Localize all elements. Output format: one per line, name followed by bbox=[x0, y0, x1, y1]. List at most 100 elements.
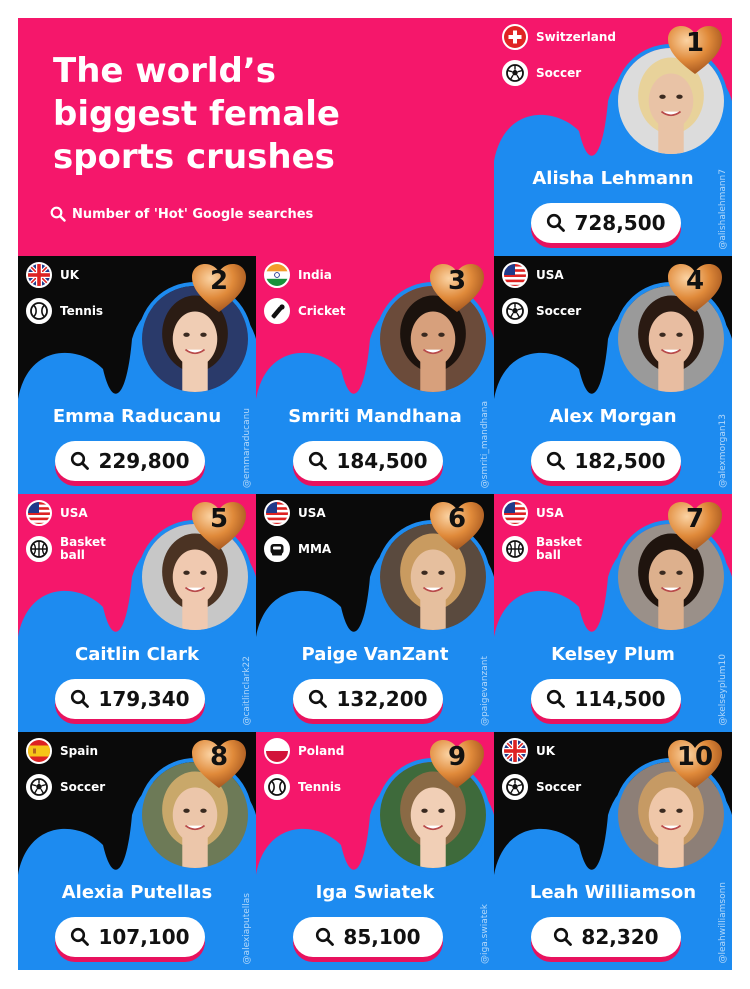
tennis-ball-icon bbox=[26, 298, 52, 324]
athlete-card: 1 Switzerland Soccer Alisha Lehmann 728,500 @… bbox=[494, 18, 732, 256]
athlete-name: Caitlin Clark bbox=[75, 644, 199, 665]
soccer-ball-icon bbox=[502, 774, 528, 800]
athlete-photo bbox=[614, 44, 728, 158]
athlete-card: 3 India Cricket Smriti Mandhana 184,500 @smri… bbox=[256, 256, 494, 494]
search-count: 114,500 bbox=[574, 687, 666, 711]
rank-number: 6 bbox=[447, 504, 467, 534]
search-count: 132,200 bbox=[336, 687, 428, 711]
instagram-handle: @emmaraducanu bbox=[242, 407, 252, 488]
search-count: 182,500 bbox=[574, 449, 666, 473]
athlete-card: 2 UK Tennis Emma Raducanu 229,800 @emmaraduca… bbox=[18, 256, 256, 494]
basketball-icon bbox=[502, 536, 528, 562]
country-label: USA bbox=[536, 505, 564, 520]
rank-heart-badge: 6 bbox=[428, 500, 486, 552]
subtitle-text: Number of 'Hot' Google searches bbox=[72, 206, 314, 222]
sport-tag: Tennis bbox=[264, 774, 341, 800]
athlete-name: Alex Morgan bbox=[549, 406, 677, 427]
country-tag: USA bbox=[502, 262, 564, 288]
rank-number: 7 bbox=[685, 504, 705, 534]
country-label: Spain bbox=[60, 743, 98, 758]
sport-label: Soccer bbox=[536, 779, 582, 794]
country-tag: UK bbox=[502, 738, 555, 764]
search-icon bbox=[71, 927, 90, 946]
poland-flag-icon bbox=[264, 738, 290, 764]
search-icon bbox=[547, 213, 566, 232]
search-icon bbox=[309, 689, 328, 708]
athlete-name: Iga Swiatek bbox=[315, 882, 435, 903]
rank-number: 2 bbox=[209, 266, 229, 296]
search-count-pill: 728,500 bbox=[531, 203, 681, 243]
search-count-pill: 82,320 bbox=[531, 917, 681, 957]
rank-number: 1 bbox=[685, 28, 705, 58]
instagram-handle: @smriti_mandhana bbox=[480, 400, 490, 488]
athlete-name: Smriti Mandhana bbox=[288, 406, 462, 427]
rank-heart-badge: 10 bbox=[666, 738, 724, 790]
search-count-pill: 182,500 bbox=[531, 441, 681, 481]
soccer-ball-icon bbox=[502, 60, 528, 86]
country-label: Poland bbox=[298, 743, 345, 758]
instagram-handle: @caitlinclark22 bbox=[242, 656, 252, 726]
tennis-ball-icon bbox=[264, 774, 290, 800]
search-count: 229,800 bbox=[98, 449, 190, 473]
search-count-pill: 179,340 bbox=[55, 679, 205, 719]
athlete-card: 10 UK Soccer Leah Williamson 82,320 @leahwill… bbox=[494, 732, 732, 970]
search-icon bbox=[316, 927, 335, 946]
search-icon bbox=[554, 927, 573, 946]
search-icon bbox=[547, 689, 566, 708]
rank-heart-badge: 4 bbox=[666, 262, 724, 314]
rank-number: 5 bbox=[209, 504, 229, 534]
title-line-2: biggest female bbox=[53, 94, 340, 134]
subtitle: Number of 'Hot' Google searches bbox=[50, 206, 313, 222]
search-icon bbox=[547, 451, 566, 470]
rank-number: 4 bbox=[685, 266, 705, 296]
sport-tag: Basket ball bbox=[26, 536, 106, 562]
country-tag: USA bbox=[502, 500, 564, 526]
soccer-ball-icon bbox=[26, 774, 52, 800]
usa-flag-icon bbox=[26, 500, 52, 526]
search-count: 82,320 bbox=[581, 925, 659, 949]
rank-number: 9 bbox=[447, 742, 467, 772]
sport-tag: Cricket bbox=[264, 298, 345, 324]
athlete-name: Emma Raducanu bbox=[52, 406, 222, 427]
sport-label: Tennis bbox=[298, 779, 342, 794]
instagram-handle: @alishalehmann7 bbox=[718, 169, 728, 250]
india-flag-icon bbox=[264, 262, 290, 288]
athlete-photo bbox=[376, 282, 490, 396]
usa-flag-icon bbox=[264, 500, 290, 526]
country-label: USA bbox=[60, 505, 88, 520]
rank-number: 10 bbox=[676, 742, 714, 772]
athlete-photo bbox=[376, 520, 490, 634]
infographic: The world’s biggest female sports crushe… bbox=[18, 18, 732, 970]
search-icon bbox=[50, 206, 66, 222]
mma-icon bbox=[264, 536, 290, 562]
country-label: USA bbox=[298, 505, 326, 520]
sport-tag: Soccer bbox=[502, 298, 581, 324]
sport-tag: Soccer bbox=[26, 774, 105, 800]
country-tag: Spain bbox=[26, 738, 98, 764]
athlete-name: Paige VanZant bbox=[301, 644, 449, 665]
search-count: 107,100 bbox=[98, 925, 190, 949]
sport-label: Tennis bbox=[60, 303, 104, 318]
title-line-3: sports crushes bbox=[53, 137, 335, 177]
usa-flag-icon bbox=[502, 262, 528, 288]
athlete-photo bbox=[614, 520, 728, 634]
instagram-handle: @leahwilliamsonn bbox=[718, 882, 728, 964]
rank-heart-badge: 1 bbox=[666, 24, 724, 76]
sport-tag: Soccer bbox=[502, 774, 581, 800]
country-tag: USA bbox=[26, 500, 88, 526]
sport-label: Soccer bbox=[536, 303, 582, 318]
usa-flag-icon bbox=[502, 500, 528, 526]
sport-label: Soccer bbox=[536, 65, 582, 80]
search-icon bbox=[71, 451, 90, 470]
spain-flag-icon bbox=[26, 738, 52, 764]
instagram-handle: @alexmorgan13 bbox=[718, 414, 728, 488]
sport-tag: MMA bbox=[264, 536, 331, 562]
athlete-name: Leah Williamson bbox=[529, 882, 697, 903]
sport-label: MMA bbox=[298, 541, 332, 556]
cricket-icon bbox=[264, 298, 290, 324]
country-tag: UK bbox=[26, 262, 79, 288]
athlete-card: 7 USA Basket ball Kelsey Plum 114,500 @kelsey… bbox=[494, 494, 732, 732]
instagram-handle: @iga.swiatek bbox=[480, 904, 490, 964]
instagram-handle: @kelseyplum10 bbox=[718, 654, 728, 726]
page-title: The world’s biggest female sports crushe… bbox=[53, 50, 483, 179]
